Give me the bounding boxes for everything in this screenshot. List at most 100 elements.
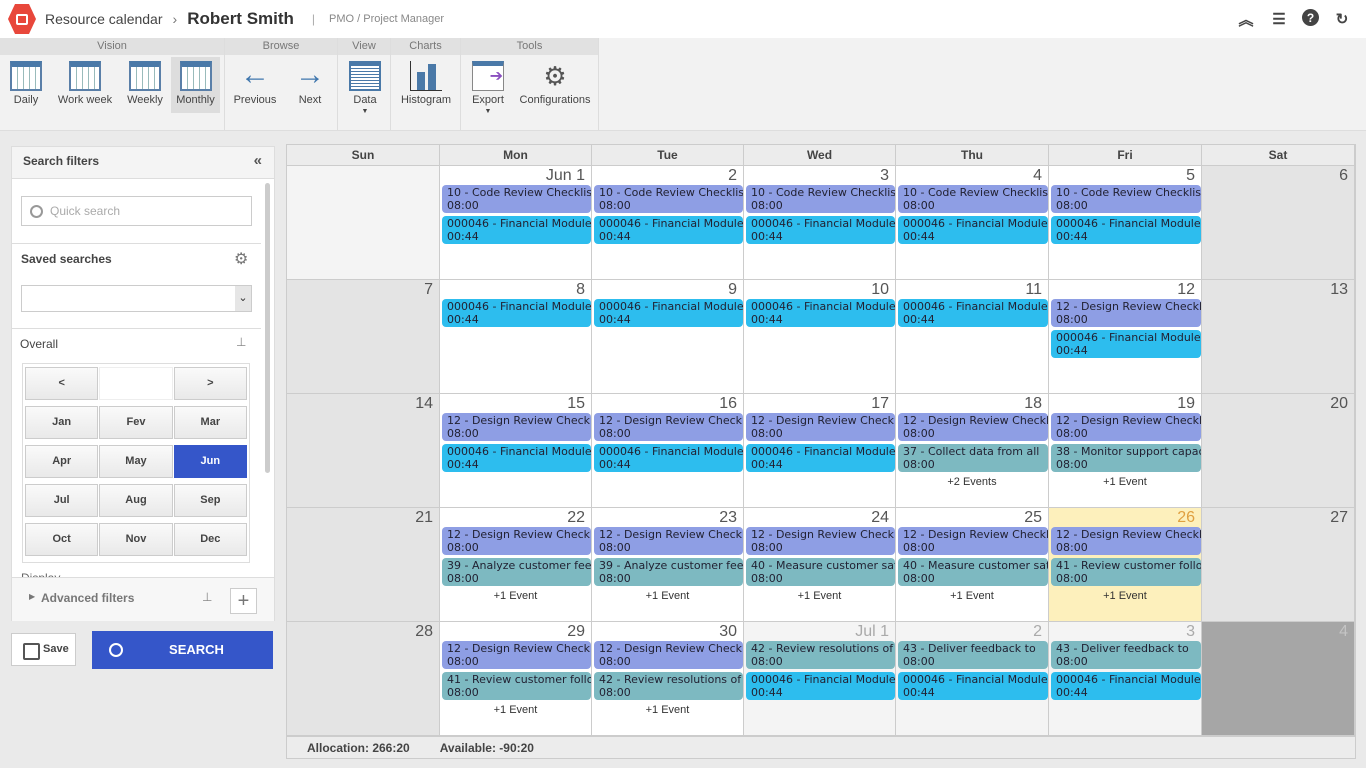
- day-cell[interactable]: Jul 1 42 - Review resolutions of 08:00 0000…: [744, 622, 896, 736]
- quick-search-input[interactable]: Quick search: [21, 196, 252, 226]
- refresh-icon[interactable]: ↻: [1335, 11, 1349, 28]
- previous-year-button[interactable]: <: [25, 367, 99, 400]
- day-cell[interactable]: 10 000046 - Financial Module 00:44: [744, 280, 896, 394]
- day-cell[interactable]: 2 43 - Deliver feedback to 08:00 000046 - F…: [896, 622, 1049, 736]
- day-cell[interactable]: 3 10 - Code Review Checklist 08:00 000046 -…: [744, 166, 896, 280]
- day-cell[interactable]: 18 12 - Design Review Checklist 08:00 37 - …: [896, 394, 1049, 508]
- calendar-event[interactable]: 000046 - Financial Module 00:44: [594, 444, 743, 472]
- day-cell[interactable]: Jun 1 10 - Code Review Checklist 08:00 0000…: [440, 166, 592, 280]
- day-cell[interactable]: 6: [1202, 166, 1355, 280]
- calendar-event[interactable]: 12 - Design Review Checklist 08:00: [594, 641, 743, 669]
- calendar-event[interactable]: 12 - Design Review Checklist 08:00: [746, 527, 895, 555]
- month-aug[interactable]: Aug: [99, 484, 173, 517]
- calendar-event[interactable]: 12 - Design Review Checklist 08:00: [594, 413, 743, 441]
- list-icon[interactable]: ☰: [1272, 11, 1286, 28]
- calendar-event[interactable]: 40 - Measure customer satisfaction08:00: [898, 558, 1048, 586]
- day-cell[interactable]: 14: [287, 394, 440, 508]
- day-cell[interactable]: 4: [1202, 622, 1355, 736]
- calendar-event[interactable]: 10 - Code Review Checklist 08:00: [442, 185, 591, 213]
- saved-searches-select[interactable]: ⌄: [21, 285, 252, 312]
- calendar-event[interactable]: 12 - Design Review Checklist 08:00: [1051, 413, 1201, 441]
- calendar-event[interactable]: 41 - Review customer follow-up08:00: [1051, 558, 1201, 586]
- month-jun[interactable]: Jun: [173, 445, 247, 478]
- day-cell[interactable]: 2 10 - Code Review Checklist 08:00 000046 -…: [592, 166, 744, 280]
- calendar-event[interactable]: 10 - Code Review Checklist 08:00: [746, 185, 895, 213]
- calendar-event[interactable]: 42 - Review resolutions of 08:00: [594, 672, 743, 700]
- day-cell[interactable]: 29 12 - Design Review Checklist 08:00 41 - …: [440, 622, 592, 736]
- data-dropdown-button[interactable]: Data ▼: [345, 57, 385, 131]
- calendar-event[interactable]: 000046 - Financial Module 00:44: [594, 216, 743, 244]
- calendar-event[interactable]: 12 - Design Review Checklist 08:00: [1051, 299, 1201, 327]
- add-filter-button[interactable]: +: [230, 588, 257, 614]
- calendar-event[interactable]: 10 - Code Review Checklist 08:00: [898, 185, 1048, 213]
- calendar-event[interactable]: 41 - Review customer follow-up08:00: [442, 672, 591, 700]
- calendar-event[interactable]: 000046 - Financial Module 00:44: [746, 672, 895, 700]
- panel-scrollbar[interactable]: [265, 183, 270, 473]
- calendar-event[interactable]: 12 - Design Review Checklist 08:00: [442, 413, 591, 441]
- day-cell[interactable]: 25 12 - Design Review Checklist 08:00 40 - …: [896, 508, 1049, 622]
- day-cell[interactable]: 7: [287, 280, 440, 394]
- histogram-button[interactable]: Histogram: [398, 57, 454, 131]
- month-mar[interactable]: Mar: [173, 406, 247, 439]
- day-cell[interactable]: 12 12 - Design Review Checklist 08:00 00004…: [1049, 280, 1202, 394]
- calendar-event[interactable]: 12 - Design Review Checklist 08:00: [594, 527, 743, 555]
- day-cell[interactable]: 13: [1202, 280, 1355, 394]
- calendar-event[interactable]: 000046 - Financial Module 00:44: [1051, 672, 1201, 700]
- day-cell[interactable]: 30 12 - Design Review Checklist 08:00 42 - …: [592, 622, 744, 736]
- calendar-event[interactable]: 000046 - Financial Module 00:44: [594, 299, 743, 327]
- month-sep[interactable]: Sep: [173, 484, 247, 517]
- configurations-button[interactable]: ⚙ Configurations: [517, 57, 593, 131]
- calendar-event[interactable]: 12 - Design Review Checklist 08:00: [442, 527, 591, 555]
- more-events-link[interactable]: +1 Event: [493, 704, 538, 716]
- day-cell[interactable]: 27: [1202, 508, 1355, 622]
- work-week-button[interactable]: Work week: [54, 57, 116, 131]
- month-dec[interactable]: Dec: [173, 523, 247, 556]
- clear-broom-icon[interactable]: ⊥: [236, 335, 247, 349]
- day-cell[interactable]: 8 000046 - Financial Module 00:44: [440, 280, 592, 394]
- calendar-event[interactable]: 10 - Code Review Checklist 08:00: [1051, 185, 1201, 213]
- day-cell[interactable]: [287, 166, 440, 280]
- calendar-event[interactable]: 12 - Design Review Checklist 08:00: [898, 527, 1048, 555]
- calendar-event[interactable]: 43 - Deliver feedback to 08:00: [898, 641, 1048, 669]
- day-cell[interactable]: 20: [1202, 394, 1355, 508]
- calendar-event[interactable]: 39 - Analyze customer feedback08:00: [594, 558, 743, 586]
- day-cell[interactable]: 11 000046 - Financial Module 00:44: [896, 280, 1049, 394]
- calendar-event[interactable]: 12 - Design Review Checklist 08:00: [898, 413, 1048, 441]
- next-button[interactable]: → Next: [290, 57, 330, 131]
- more-events-link[interactable]: +1 Event: [645, 590, 690, 602]
- more-events-link[interactable]: +2 Events: [947, 476, 997, 488]
- more-events-link[interactable]: +1 Event: [1103, 590, 1147, 602]
- weekly-button[interactable]: Weekly: [123, 57, 167, 131]
- day-cell[interactable]: 4 10 - Code Review Checklist 08:00 000046 -…: [896, 166, 1049, 280]
- day-cell[interactable]: 16 12 - Design Review Checklist 08:00 00004…: [592, 394, 744, 508]
- calendar-event[interactable]: 10 - Code Review Checklist 08:00: [594, 185, 743, 213]
- calendar-event[interactable]: 000046 - Financial Module 00:44: [442, 444, 591, 472]
- more-events-link[interactable]: +1 Event: [1103, 476, 1147, 488]
- calendar-event[interactable]: 000046 - Financial Module 00:44: [442, 299, 591, 327]
- export-dropdown-button[interactable]: ➔ Export ▼: [468, 57, 508, 131]
- calendar-event[interactable]: 000046 - Financial Module 00:44: [898, 299, 1048, 327]
- calendar-event[interactable]: 40 - Measure customer satisfaction08:00: [746, 558, 895, 586]
- clear-broom-icon[interactable]: ⊥: [202, 590, 213, 604]
- more-events-link[interactable]: +1 Event: [797, 590, 842, 602]
- day-cell[interactable]: 28: [287, 622, 440, 736]
- day-cell[interactable]: 9 000046 - Financial Module 00:44: [592, 280, 744, 394]
- calendar-event[interactable]: 000046 - Financial Module 00:44: [1051, 216, 1201, 244]
- day-cell[interactable]: 23 12 - Design Review Checklist 08:00 39 - …: [592, 508, 744, 622]
- month-jan[interactable]: Jan: [25, 406, 99, 439]
- calendar-event[interactable]: 000046 - Financial Module 00:44: [442, 216, 591, 244]
- calendar-event[interactable]: 12 - Design Review Checklist 08:00: [1051, 527, 1201, 555]
- collapse-panel-icon[interactable]: «: [253, 152, 262, 169]
- calendar-event[interactable]: 12 - Design Review Checklist 08:00: [746, 413, 895, 441]
- help-icon[interactable]: ?: [1302, 9, 1319, 26]
- monthly-button[interactable]: Monthly: [171, 57, 220, 113]
- month-fev[interactable]: Fev: [99, 406, 173, 439]
- day-cell[interactable]: 5 10 - Code Review Checklist 08:00 000046 -…: [1049, 166, 1202, 280]
- day-cell[interactable]: 24 12 - Design Review Checklist 08:00 40 - …: [744, 508, 896, 622]
- calendar-event[interactable]: 37 - Collect data from all 08:00: [898, 444, 1048, 472]
- month-may[interactable]: May: [99, 445, 173, 478]
- calendar-event[interactable]: 42 - Review resolutions of 08:00: [746, 641, 895, 669]
- month-apr[interactable]: Apr: [25, 445, 99, 478]
- calendar-event[interactable]: 000046 - Financial Module 00:44: [746, 444, 895, 472]
- previous-button[interactable]: ← Previous: [230, 57, 280, 131]
